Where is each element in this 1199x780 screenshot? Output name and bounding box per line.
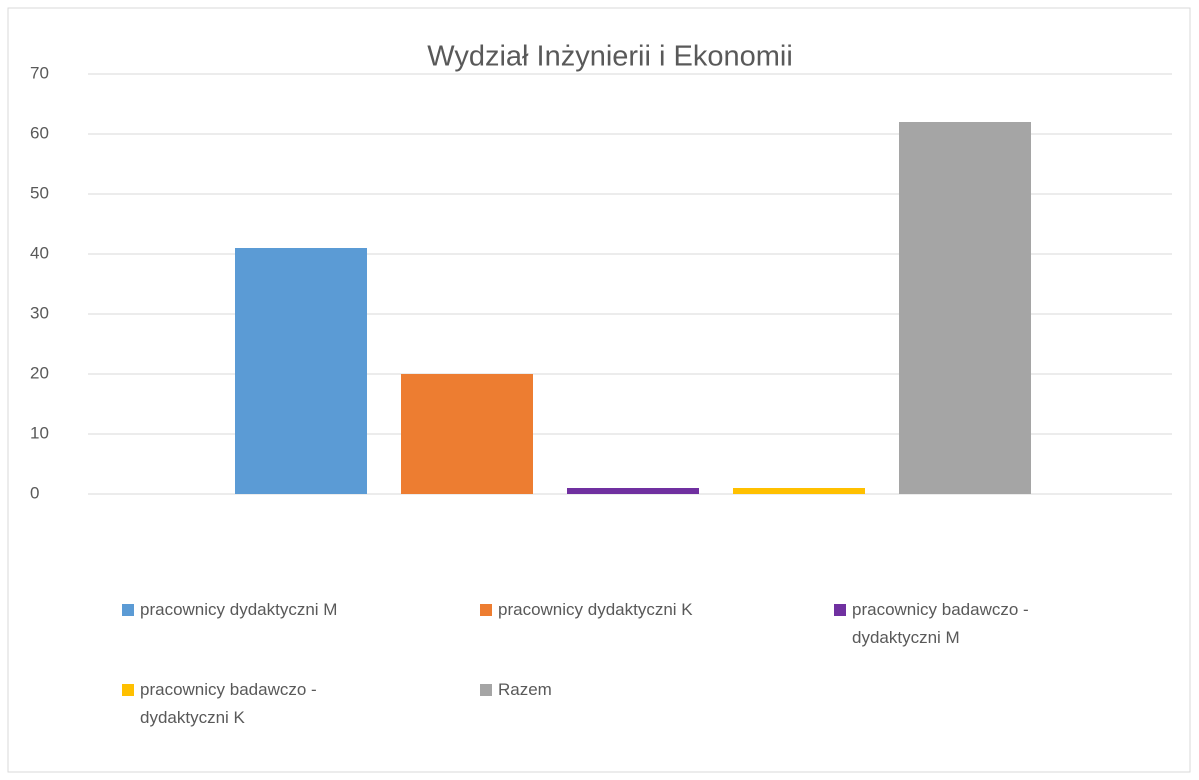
legend-swatch [480, 684, 492, 696]
bar [235, 248, 367, 494]
legend-item: pracownicy badawczo - dydaktyczni M [834, 596, 1122, 652]
bar [733, 488, 865, 494]
bar [567, 488, 699, 494]
y-tick-label: 30 [30, 303, 49, 322]
y-tick-label: 70 [30, 63, 49, 82]
bar [401, 374, 533, 494]
legend-label: pracownicy dydaktyczni K [498, 600, 693, 619]
legend-swatch [834, 604, 846, 616]
y-tick-label: 60 [30, 123, 49, 142]
legend-item: pracownicy dydaktyczni K [480, 596, 768, 624]
legend-label: pracownicy dydaktyczni M [140, 600, 338, 619]
y-tick-label: 40 [30, 243, 49, 262]
legend-item: pracownicy badawczo - dydaktyczni K [122, 676, 410, 732]
legend-label: pracownicy badawczo - dydaktyczni K [140, 680, 317, 727]
bar [899, 122, 1031, 494]
legend-swatch [122, 604, 134, 616]
legend-item: pracownicy dydaktyczni M [122, 596, 410, 624]
y-tick-label: 20 [30, 363, 49, 382]
legend-item: Razem [480, 676, 768, 704]
y-tick-label: 10 [30, 423, 49, 442]
y-tick-label: 0 [30, 483, 39, 502]
legend-label: pracownicy badawczo - dydaktyczni M [852, 600, 1029, 647]
legend-swatch [480, 604, 492, 616]
chart-title: Wydział Inżynierii i Ekonomii [427, 41, 793, 73]
legend-label: Razem [498, 680, 552, 699]
y-tick-label: 50 [30, 183, 49, 202]
legend-swatch [122, 684, 134, 696]
